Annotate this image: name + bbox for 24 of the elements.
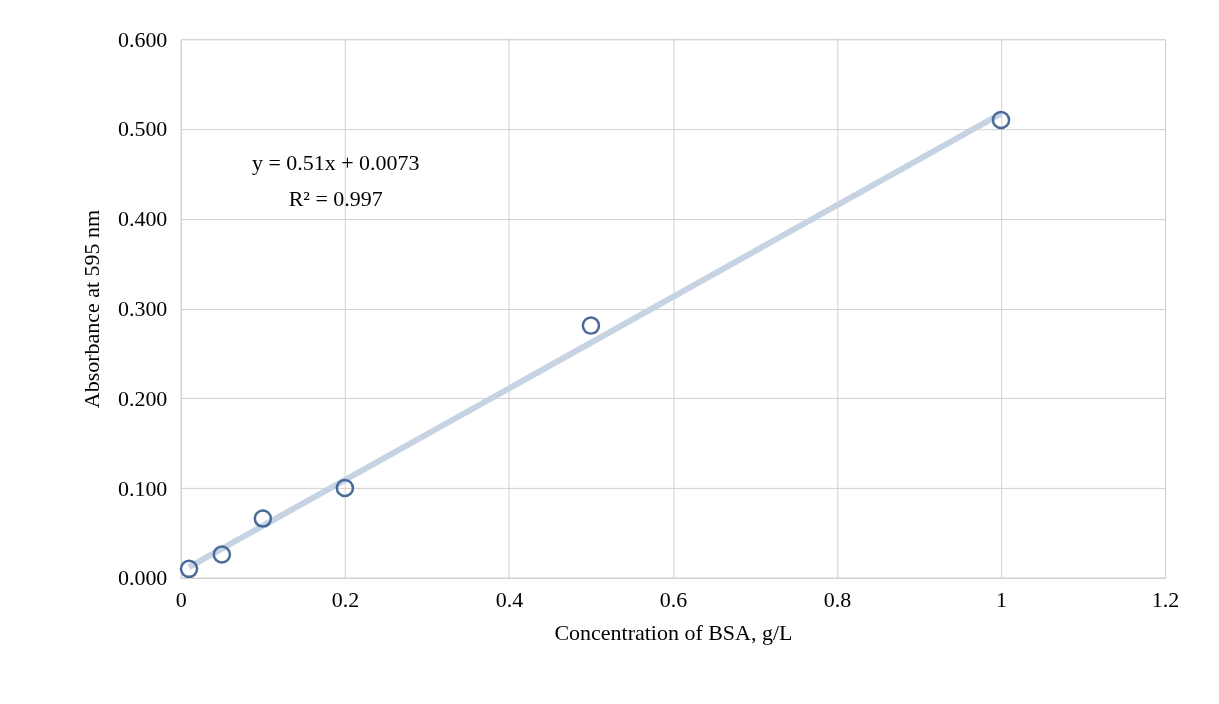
y-tick-label: 0.400 — [117, 206, 168, 232]
y-tick-label: 0.200 — [117, 385, 168, 411]
point — [212, 545, 232, 564]
x-tick-label: 0 — [175, 587, 187, 613]
x-tick-label: 0.6 — [659, 587, 688, 613]
annotation: R² = 0.997 — [288, 186, 383, 212]
x-tick-label: 0.4 — [495, 587, 524, 613]
point — [991, 110, 1011, 130]
annotation: y = 0.51x + 0.0073 — [251, 150, 420, 176]
y-tick-label: 0.300 — [117, 296, 168, 322]
x-tick-label: 0.8 — [823, 587, 852, 613]
x-axis-title: Concentration of BSA, g/L — [554, 620, 793, 646]
point — [179, 559, 199, 579]
point — [335, 478, 355, 498]
point — [253, 509, 273, 528]
x-tick-label: 1 — [996, 587, 1007, 613]
point — [581, 316, 601, 335]
y-tick-label: 0.600 — [117, 26, 168, 52]
x-tick-label: 1.2 — [1151, 587, 1180, 613]
y-axis-title: Absorbance at 595 nm — [78, 209, 104, 409]
y-tick-label: 0.100 — [117, 475, 168, 501]
x-tick-label: 0.2 — [331, 587, 360, 613]
y-tick-label: 0.000 — [117, 565, 168, 591]
y-tick-label: 0.500 — [117, 116, 168, 142]
